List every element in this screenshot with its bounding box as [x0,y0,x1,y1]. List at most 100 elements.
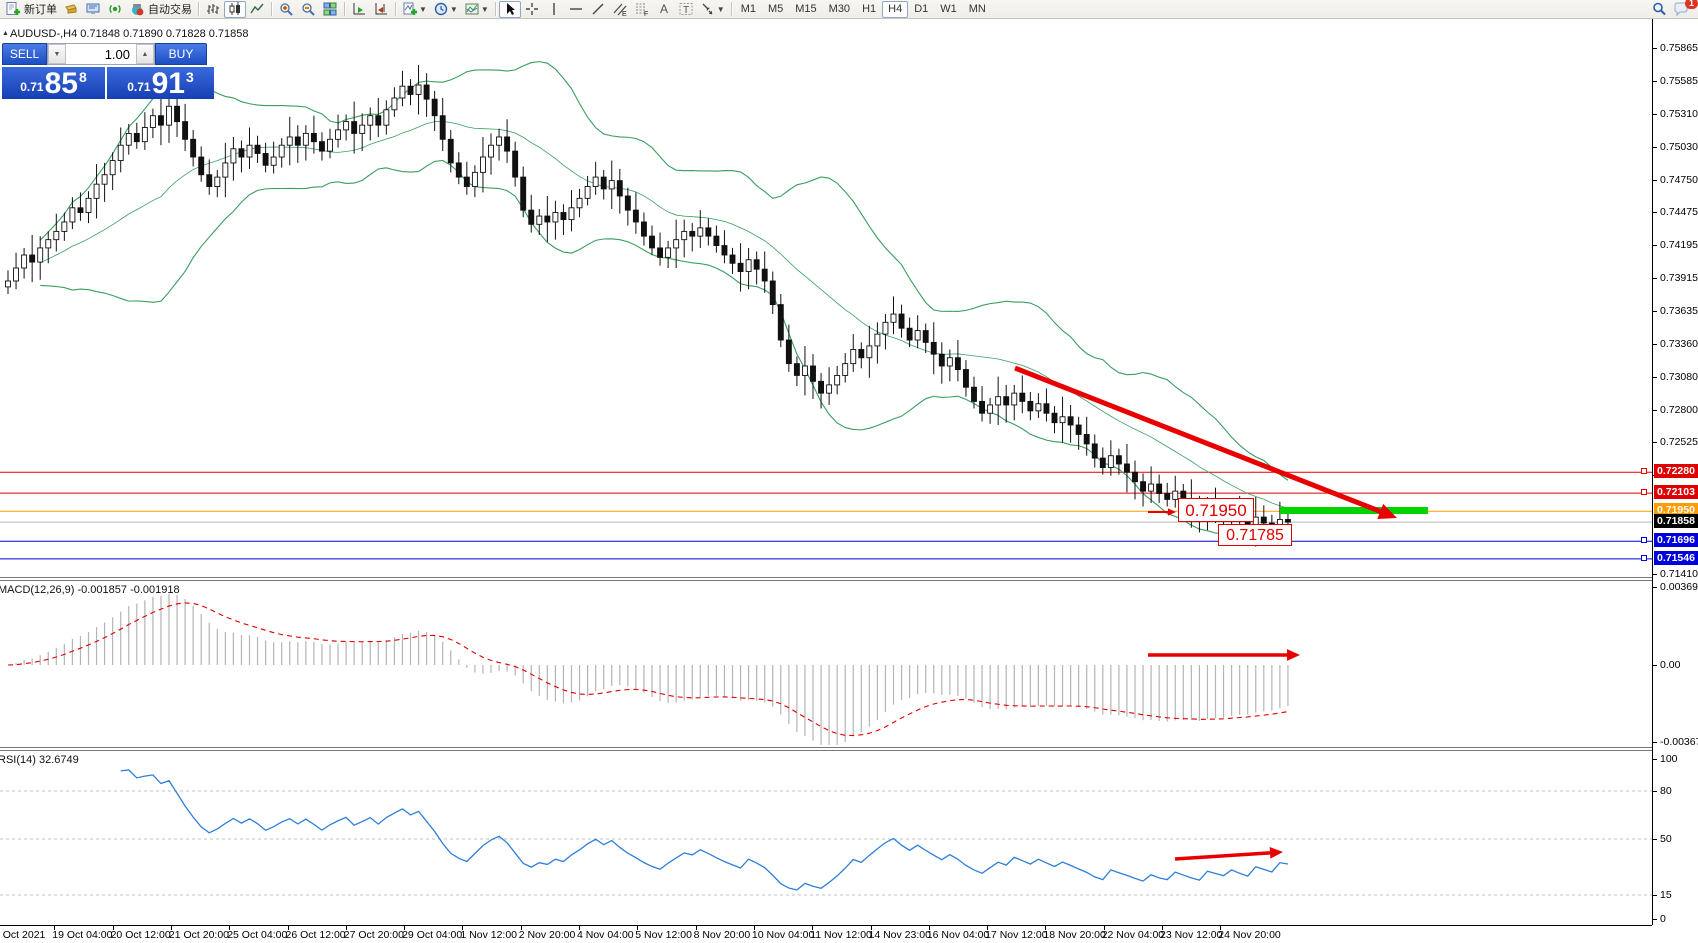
chart-shift-button[interactable] [370,1,392,18]
buy-price-display[interactable]: 0.71 91 3 [107,67,214,99]
price-tick [1652,81,1657,83]
dropdown-caret-icon: ▼ [716,4,725,14]
price-tick [1652,442,1657,444]
cursor-tool-button[interactable] [498,0,521,18]
text-tool-button[interactable]: A [653,1,675,18]
timeframe-button-d1[interactable]: D1 [914,3,929,15]
sell-price-display[interactable]: 0.71 85 8 [2,67,105,99]
volume-box: ▼ 1.00 ▲ [47,43,155,65]
price-tick-label: 0.74195 [1660,239,1698,252]
bar-chart-button[interactable] [202,1,224,18]
timeframe-button-h4[interactable]: H4 [882,0,909,18]
market-watch-button[interactable] [60,1,82,18]
macd-tick-label: -0.003672 [1660,736,1698,749]
dropdown-caret-icon: ▼ [480,4,489,14]
candle-body [206,174,213,187]
timeframe-button-m5[interactable]: M5 [767,3,784,15]
price-tick [1652,409,1657,411]
channel-tool-button[interactable]: E [609,1,631,18]
volume-increase-button[interactable]: ▲ [136,44,154,64]
rsi-tick-label: 100 [1660,753,1678,765]
candle-body [246,144,253,158]
rsi-tick-label: 80 [1660,785,1672,797]
text-icon: A [656,1,672,17]
volume-decrease-button[interactable]: ▼ [48,44,66,64]
price-tick [1652,376,1657,378]
price-level-badge: 0.71696 [1654,533,1698,548]
metaeditor-button[interactable] [82,1,104,18]
search-button[interactable] [1648,1,1670,18]
line-chart-button[interactable] [246,1,268,18]
tile-windows-button[interactable] [319,1,341,18]
add-indicator-button[interactable]: ▼ [399,1,430,18]
candle-body [584,186,591,199]
new-order-button[interactable]: 新订单 [2,1,60,18]
timeframe-button-m1[interactable]: M1 [740,3,756,15]
price-annotation-box[interactable]: 0.71950 [1178,498,1254,522]
line-end-marker [1641,489,1647,496]
candle-body [624,195,631,211]
trendline-tool-button[interactable] [587,1,609,18]
chat-button[interactable]: 1 [1670,0,1698,18]
candle-body [576,197,583,209]
rsi-canvas[interactable] [0,751,1652,925]
candle-body [987,404,994,414]
main-chart-canvas[interactable] [0,20,1652,578]
candle-body [552,212,559,223]
candle-body [1172,490,1179,500]
time-tick [870,926,872,930]
candle-body [673,239,680,249]
pane-splitter[interactable] [0,577,1652,581]
candle-body [689,230,696,237]
macd-tick [1652,665,1657,666]
arrows-tool-button[interactable]: ▼ [697,1,728,18]
macd-arrow-annotation [1287,649,1300,661]
collapse-arrow-icon[interactable]: ▲ [2,30,9,37]
timeframe-button-m15[interactable]: M15 [795,3,817,15]
candle-body [439,115,446,140]
label-tool-button[interactable]: T [675,1,697,18]
buy-button[interactable]: BUY [155,43,207,65]
timeframe-button-w1[interactable]: W1 [940,3,957,15]
crosshair-tool-button[interactable] [521,1,543,18]
time-tick-label: 8 Nov 20:00 [693,929,751,941]
sell-button[interactable]: SELL [2,43,47,65]
candle-body [174,105,181,123]
timeframe-button-mn[interactable]: MN [968,3,986,15]
zoom-in-button[interactable] [275,1,297,18]
price-tick-label: 0.72800 [1660,403,1698,416]
fibonacci-tool-button[interactable]: F [631,1,653,18]
pane-splitter[interactable] [0,747,1652,751]
price-axis[interactable]: 0.75865 0.75585 0.75310 0.75030 0.74750 0.744… [1652,19,1698,943]
horizontal-line-tool-button[interactable] [565,1,587,18]
candle-body [1083,434,1090,445]
candle-body [769,280,776,306]
candle-body [632,209,639,223]
price-tick [1652,212,1657,214]
macd-tick [1652,586,1657,588]
timeframe-button-h1[interactable]: H1 [862,3,877,15]
price-level-badge: 0.72280 [1654,464,1698,479]
volume-input[interactable]: 1.00 [104,46,130,62]
autotrade-button[interactable]: 自动交易 [126,1,195,18]
vertical-line-tool-button[interactable] [543,1,565,18]
chart-autoscroll-button[interactable] [348,1,370,18]
candle-body [536,215,543,225]
candle-body [866,345,873,359]
candlestick-chart-button[interactable] [224,0,246,18]
bollinger-band-line [39,61,1289,481]
price-annotation-box[interactable]: 0.71785 [1218,524,1292,546]
signals-button[interactable] [104,1,126,18]
time-tick [579,926,580,930]
candle-body [367,115,374,126]
template-button[interactable]: ▼ [461,1,492,18]
svg-text:F: F [644,11,648,17]
timeframe-button-m30[interactable]: M30 [828,3,851,15]
zoom-out-button[interactable] [297,1,319,18]
macd-canvas[interactable] [0,581,1652,747]
price-tick-label: 0.75865 [1660,42,1698,54]
period-button[interactable]: ▼ [430,1,461,18]
buy-price-pip: 3 [185,69,194,85]
time-tick-label: 27 Oct 20:00 [343,929,404,941]
